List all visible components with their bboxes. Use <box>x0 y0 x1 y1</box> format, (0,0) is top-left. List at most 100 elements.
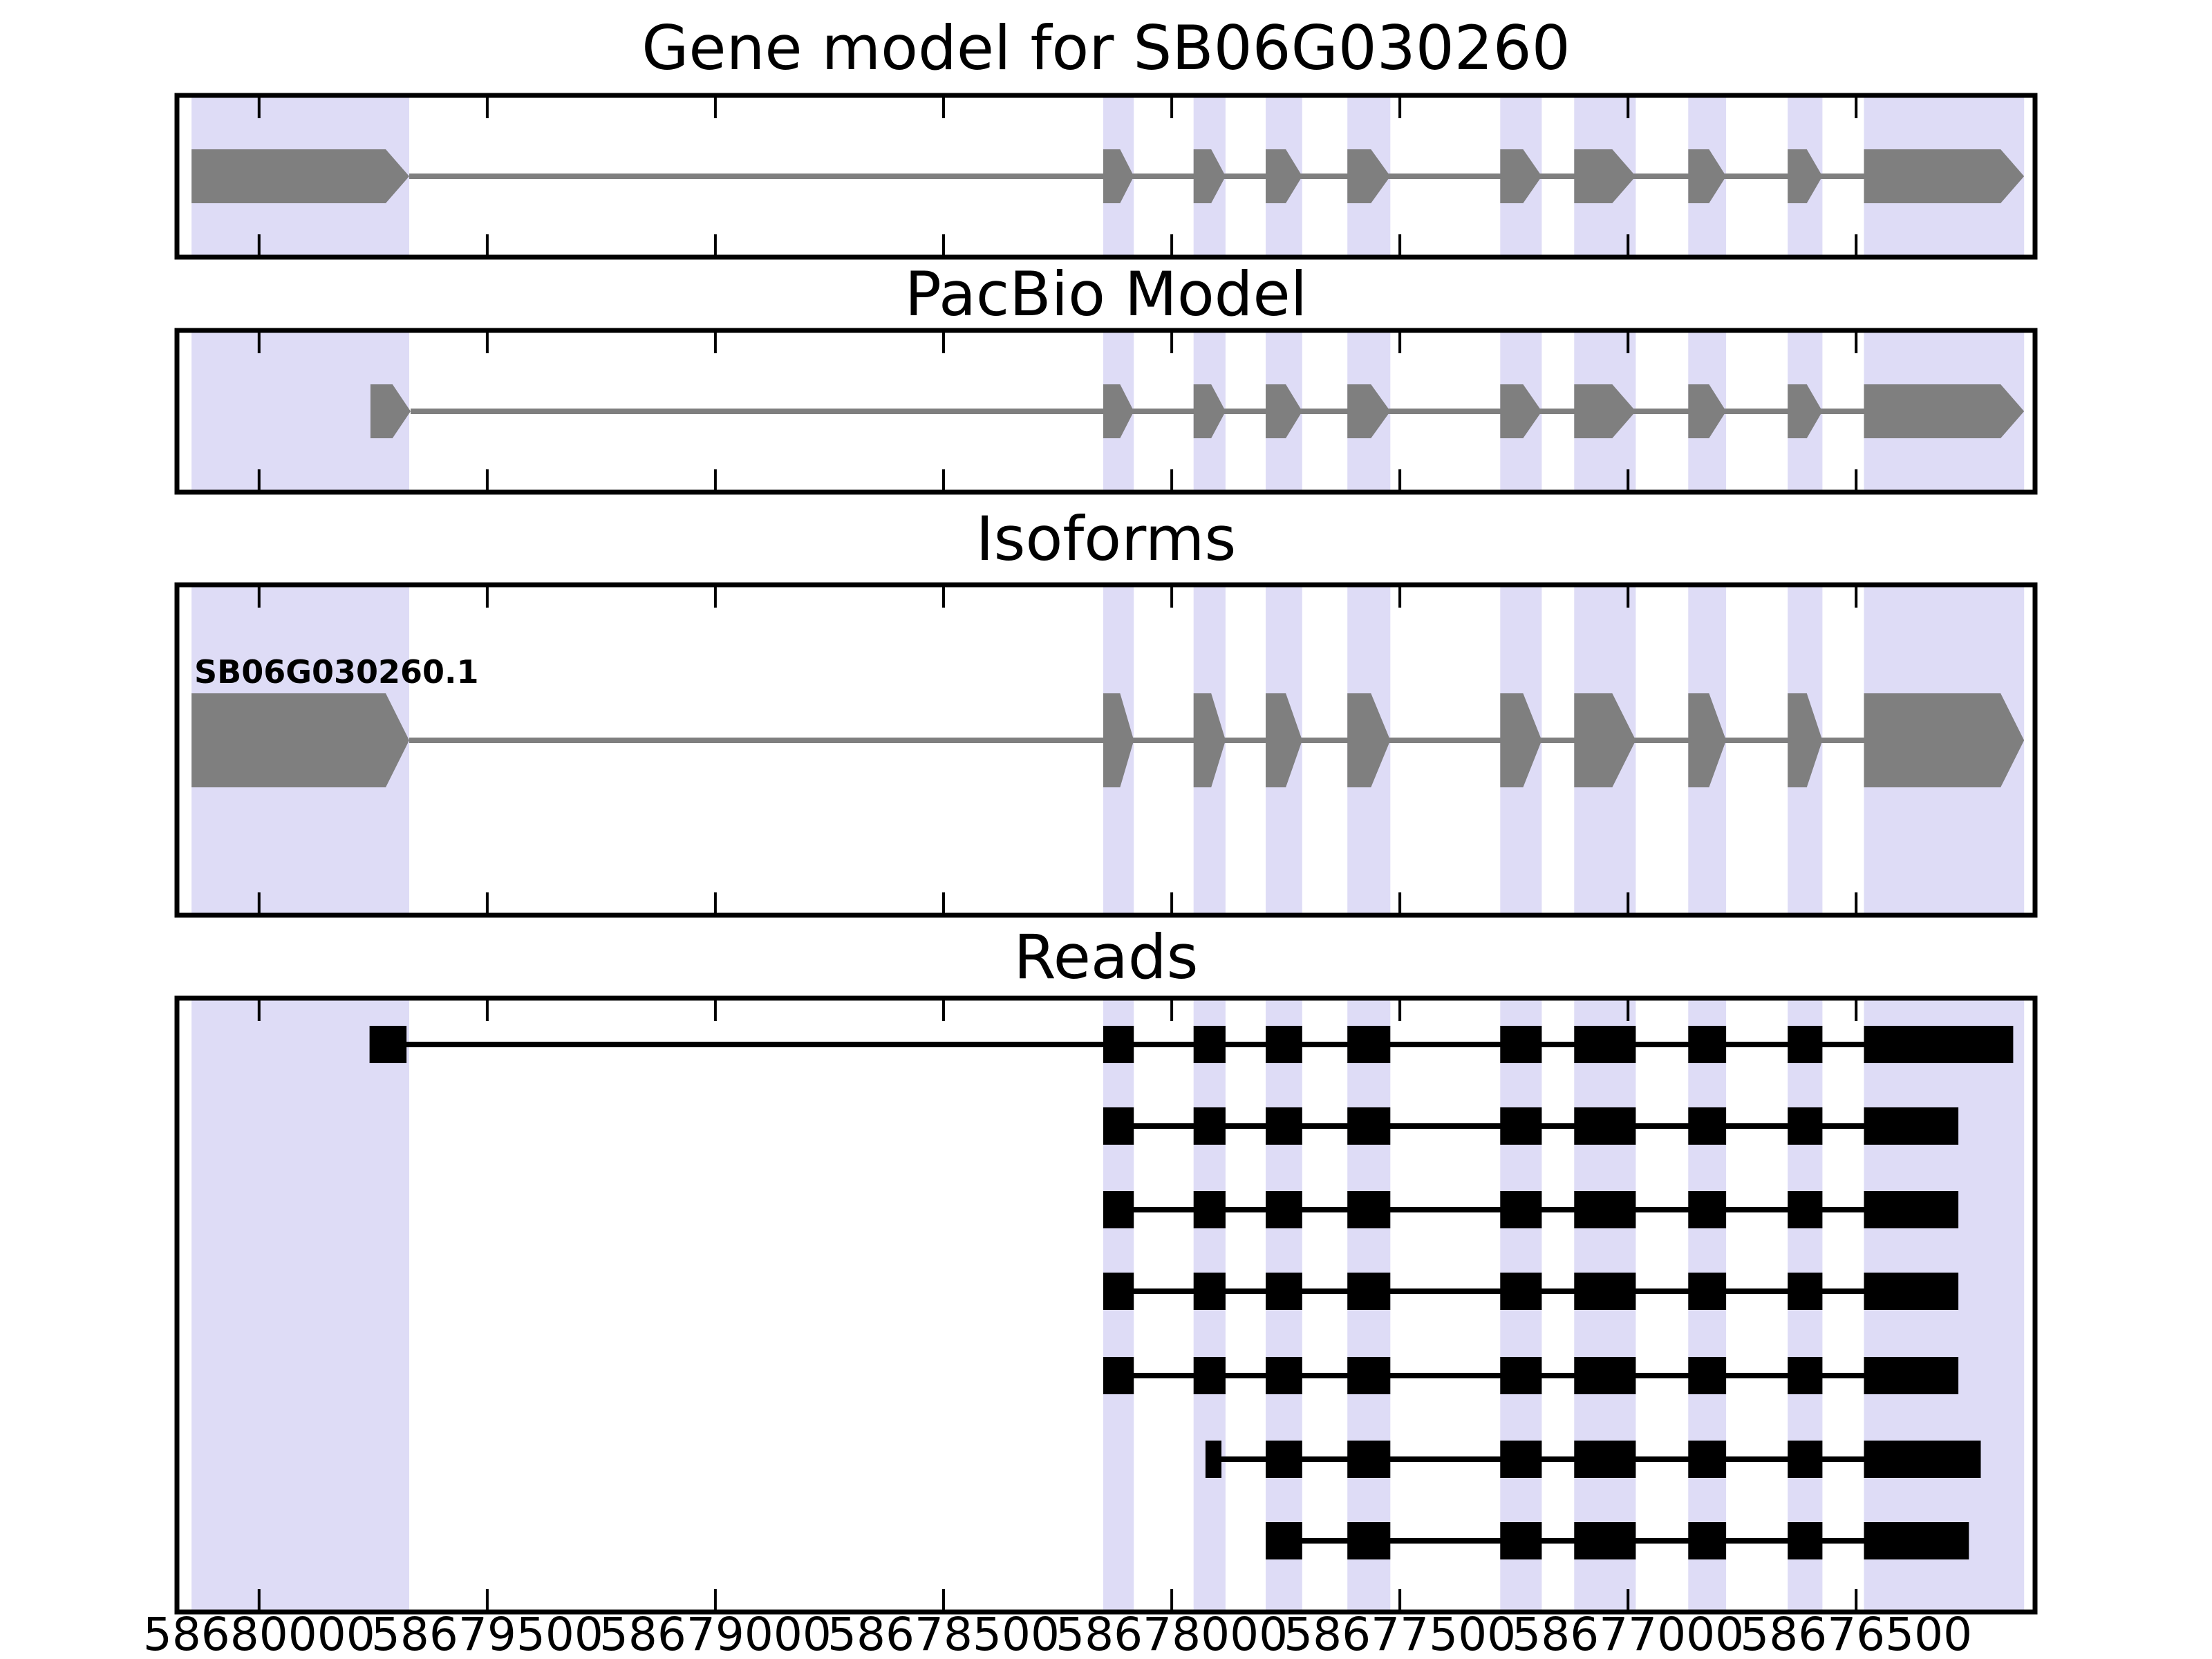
gene-model-exon <box>1688 149 1727 203</box>
panel-border-reads <box>174 995 2038 1615</box>
read-exon <box>1500 1273 1542 1310</box>
gene-model-exon <box>1266 149 1302 203</box>
read-exon <box>1864 1357 1959 1394</box>
isoform-exon <box>1574 693 1636 787</box>
gene-model-exon <box>1788 149 1823 203</box>
gene-model-exon <box>1864 149 2025 203</box>
read-exon <box>1500 1191 1542 1228</box>
read-exon <box>1788 1522 1823 1559</box>
pacbio-model-exon <box>1574 384 1636 438</box>
read-exon <box>1574 1441 1636 1478</box>
read-exon <box>1688 1191 1727 1228</box>
read-exon <box>1103 1191 1134 1228</box>
read-exon <box>1788 1026 1823 1063</box>
read-exon <box>1788 1191 1823 1228</box>
exon-highlight-band <box>191 998 409 1612</box>
read-exon <box>369 1026 407 1063</box>
read-exon <box>1788 1273 1823 1310</box>
read-exon <box>1500 1026 1542 1063</box>
read-exon <box>1347 1191 1391 1228</box>
read-exon <box>1193 1191 1226 1228</box>
read-exon <box>1864 1441 1981 1478</box>
pacbio-model-exon <box>1864 384 2025 438</box>
gene-model-exon <box>1347 149 1391 203</box>
gene-model-exon <box>191 149 409 203</box>
isoform-exon <box>1103 693 1134 787</box>
isoform-name-label: SB06G030260.1 <box>194 653 479 691</box>
panel-border-pacbio-model <box>174 328 2038 495</box>
x-axis-tick-label: 58676500 <box>1740 1608 1973 1659</box>
isoform-exon <box>1864 693 2025 787</box>
read-exon <box>1500 1357 1542 1394</box>
read-exon <box>1103 1357 1134 1394</box>
isoform-exon <box>1193 693 1226 787</box>
read-exon <box>1347 1026 1391 1063</box>
read-exon <box>1500 1107 1542 1145</box>
x-axis-tick-label: 58677000 <box>1512 1608 1745 1659</box>
x-axis-tick-label: 58678000 <box>1056 1608 1288 1659</box>
read-exon <box>1103 1026 1134 1063</box>
pacbio-model-exon <box>370 384 411 438</box>
read-exon <box>1688 1357 1727 1394</box>
read-exon <box>1266 1191 1302 1228</box>
pacbio-model-exon <box>1788 384 1823 438</box>
x-axis-tick-label: 58679500 <box>371 1608 603 1659</box>
pacbio-model-exon <box>1500 384 1542 438</box>
read-exon <box>1266 1026 1302 1063</box>
read-exon <box>1574 1026 1636 1063</box>
read-exon <box>1574 1357 1636 1394</box>
read-exon <box>1864 1107 1959 1145</box>
read-exon <box>1205 1441 1221 1478</box>
pacbio-model-exon <box>1347 384 1391 438</box>
read-exon <box>1864 1522 1969 1559</box>
read-exon <box>1347 1107 1391 1145</box>
read-exon <box>1347 1522 1391 1559</box>
isoform-exon <box>1688 693 1727 787</box>
read-exon <box>1574 1273 1636 1310</box>
x-axis-tick-label: 58677500 <box>1284 1608 1517 1659</box>
read-exon <box>1347 1441 1391 1478</box>
read-exon <box>1788 1107 1823 1145</box>
read-exon <box>1688 1107 1727 1145</box>
read-exon <box>1266 1357 1302 1394</box>
read-exon <box>1788 1357 1823 1394</box>
read-exon <box>1266 1273 1302 1310</box>
read-exon <box>1688 1273 1727 1310</box>
isoform-exon <box>1347 693 1391 787</box>
read-exon <box>1688 1522 1727 1559</box>
read-exon <box>1347 1273 1391 1310</box>
isoform-exon <box>1266 693 1302 787</box>
read-exon <box>1788 1441 1823 1478</box>
pacbio-model-exon <box>1688 384 1727 438</box>
read-exon <box>1574 1107 1636 1145</box>
pacbio-model-exon <box>1266 384 1302 438</box>
x-axis-tick-label: 58678500 <box>827 1608 1060 1659</box>
read-exon <box>1574 1191 1636 1228</box>
read-exon <box>1103 1273 1134 1310</box>
read-exon <box>1574 1522 1636 1559</box>
panel-border-isoforms <box>174 582 2038 918</box>
read-exon <box>1864 1191 1959 1228</box>
pacbio-model-exon <box>1193 384 1226 438</box>
x-axis-tick-label: 58679000 <box>599 1608 832 1659</box>
pacbio-model-exon <box>1103 384 1134 438</box>
read-exon <box>1193 1357 1226 1394</box>
x-axis-tick-label: 58680000 <box>142 1608 375 1659</box>
read-exon <box>1266 1441 1302 1478</box>
read-exon <box>1103 1107 1134 1145</box>
read-exon <box>1266 1107 1302 1145</box>
read-exon <box>1193 1273 1226 1310</box>
read-exon <box>1347 1357 1391 1394</box>
isoform-exon <box>1500 693 1542 787</box>
panel-border-gene-model <box>174 93 2038 260</box>
read-exon <box>1688 1026 1727 1063</box>
read-exon <box>1193 1026 1226 1063</box>
isoform-exon <box>1788 693 1823 787</box>
isoform-exon <box>191 693 409 787</box>
gene-model-exon <box>1500 149 1542 203</box>
read-exon <box>1688 1441 1727 1478</box>
gene-model-exon <box>1103 149 1134 203</box>
gene-model-exon <box>1193 149 1226 203</box>
